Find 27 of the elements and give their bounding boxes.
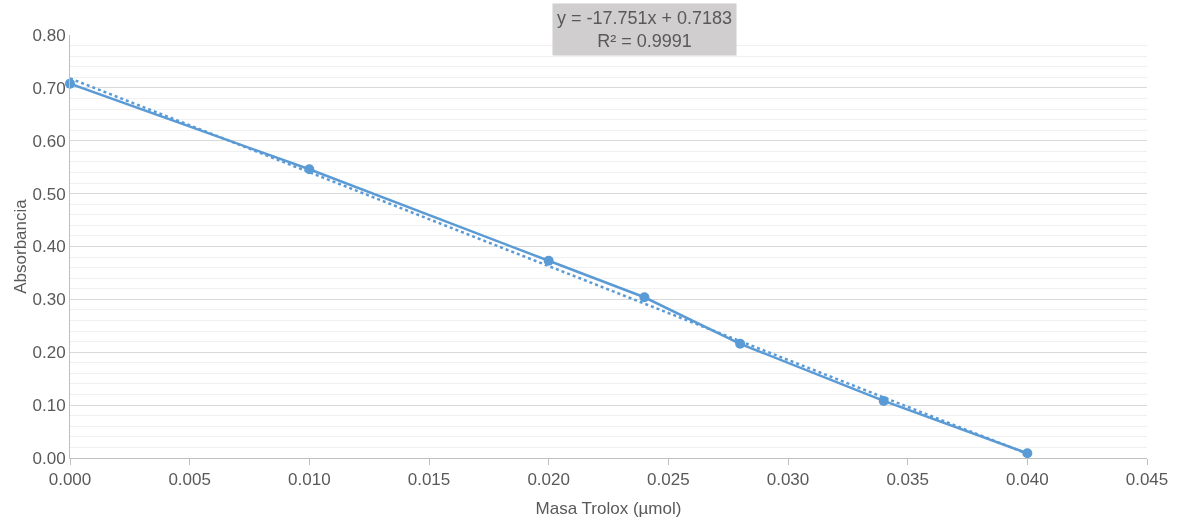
x-tick-label: 0.035 — [886, 470, 929, 490]
text: y = -17.751x + 0.7183 — [557, 8, 733, 28]
x-tick-label: 0.010 — [288, 470, 331, 490]
y-tick-label: 0.00 — [32, 448, 66, 468]
x-tick-label: 0.005 — [168, 470, 211, 490]
x-tick-label: 0.030 — [766, 470, 810, 490]
x-tick-label: 0.025 — [647, 470, 690, 490]
point — [639, 292, 650, 303]
x-tick-label: 0.040 — [1006, 470, 1049, 490]
x-axis-title: Masa Trolox (µmol) — [535, 499, 682, 518]
y-tick-label: 0.70 — [32, 78, 66, 98]
point — [543, 255, 554, 266]
y-tick-label: 0.30 — [32, 290, 66, 310]
y-tick-label: 0.40 — [32, 237, 66, 257]
y-tick-label: 0.80 — [32, 25, 66, 45]
x-tick-label: 0.015 — [407, 470, 451, 490]
y-tick-label: 0.60 — [32, 131, 66, 151]
annotation: R² = 0.9991 — [597, 31, 692, 52]
point — [735, 338, 746, 349]
y-tick-label: 0.20 — [32, 343, 66, 363]
x-tick-label: 0.045 — [1125, 470, 1169, 490]
x-tick-label: 0.000 — [48, 470, 92, 490]
y-tick-label: 0.50 — [32, 184, 66, 204]
y-axis-title: Absorbancia — [11, 198, 30, 294]
x-tick-label: 0.020 — [527, 470, 570, 490]
point — [1022, 448, 1033, 459]
y-tick-label: 0.10 — [32, 396, 66, 416]
